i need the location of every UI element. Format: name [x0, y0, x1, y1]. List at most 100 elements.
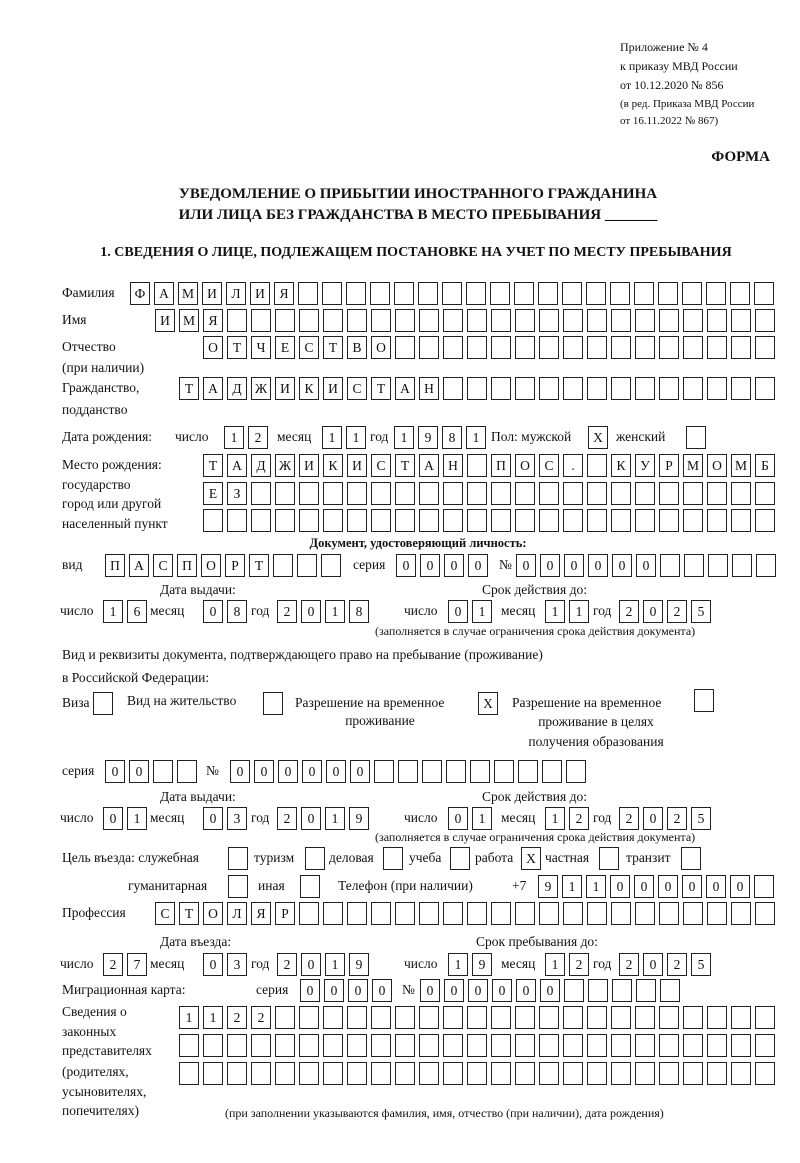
char-box[interactable]: 0: [643, 807, 663, 830]
char-box[interactable]: [299, 1062, 319, 1085]
char-box[interactable]: [299, 1034, 319, 1057]
char-box[interactable]: [611, 902, 631, 925]
char-box[interactable]: [566, 760, 586, 783]
char-box[interactable]: 5: [691, 807, 711, 830]
char-box[interactable]: [660, 979, 680, 1002]
char-box[interactable]: [611, 309, 631, 332]
char-box[interactable]: [588, 979, 608, 1002]
char-box[interactable]: [490, 282, 510, 305]
char-box[interactable]: [563, 482, 583, 505]
char-box[interactable]: Н: [443, 454, 463, 477]
char-box[interactable]: [347, 1006, 367, 1029]
char-box[interactable]: [419, 1006, 439, 1029]
char-box[interactable]: [587, 454, 607, 477]
char-box[interactable]: 1: [472, 600, 492, 623]
char-box[interactable]: [755, 902, 775, 925]
char-box[interactable]: [683, 1034, 703, 1057]
char-box[interactable]: [422, 760, 442, 783]
char-box[interactable]: [203, 509, 223, 532]
char-box[interactable]: 0: [540, 554, 560, 577]
char-box[interactable]: 2: [248, 426, 268, 449]
char-box[interactable]: [515, 1006, 535, 1029]
char-box[interactable]: [539, 1062, 559, 1085]
char-box[interactable]: [443, 1062, 463, 1085]
char-box[interactable]: 0: [301, 600, 321, 623]
char-box[interactable]: 1: [203, 1006, 223, 1029]
char-box[interactable]: И: [202, 282, 222, 305]
char-box[interactable]: А: [129, 554, 149, 577]
char-box[interactable]: 0: [301, 953, 321, 976]
char-box[interactable]: 0: [300, 979, 320, 1002]
char-box[interactable]: У: [635, 454, 655, 477]
char-box[interactable]: А: [203, 377, 223, 400]
char-box[interactable]: [682, 282, 702, 305]
char-box[interactable]: [755, 482, 775, 505]
char-box[interactable]: [179, 1062, 199, 1085]
purpose-tourism-checkbox[interactable]: [305, 847, 325, 870]
char-box[interactable]: [611, 1006, 631, 1029]
char-box[interactable]: О: [201, 554, 221, 577]
char-box[interactable]: 0: [348, 979, 368, 1002]
char-box[interactable]: [635, 482, 655, 505]
char-box[interactable]: [347, 902, 367, 925]
char-box[interactable]: [587, 309, 607, 332]
char-box[interactable]: [611, 1034, 631, 1057]
char-box[interactable]: Ж: [251, 377, 271, 400]
char-box[interactable]: [419, 1034, 439, 1057]
char-box[interactable]: 1: [179, 1006, 199, 1029]
char-box[interactable]: И: [250, 282, 270, 305]
char-box[interactable]: [467, 509, 487, 532]
char-box[interactable]: [251, 482, 271, 505]
char-box[interactable]: [587, 1034, 607, 1057]
char-box[interactable]: 0: [103, 807, 123, 830]
char-box[interactable]: 0: [610, 875, 630, 898]
char-box[interactable]: [587, 377, 607, 400]
purpose-business-checkbox[interactable]: [383, 847, 403, 870]
char-box[interactable]: [599, 847, 619, 870]
char-box[interactable]: [371, 509, 391, 532]
char-box[interactable]: [251, 509, 271, 532]
char-box[interactable]: Д: [227, 377, 247, 400]
char-box[interactable]: Я: [203, 309, 223, 332]
char-box[interactable]: [300, 875, 320, 898]
char-box[interactable]: 7: [127, 953, 147, 976]
char-box[interactable]: 0: [230, 760, 250, 783]
char-box[interactable]: Л: [227, 902, 247, 925]
char-box[interactable]: [347, 309, 367, 332]
char-box[interactable]: [683, 902, 703, 925]
char-box[interactable]: Т: [249, 554, 269, 577]
char-box[interactable]: 1: [127, 807, 147, 830]
char-box[interactable]: [227, 1034, 247, 1057]
char-box[interactable]: 0: [612, 554, 632, 577]
char-box[interactable]: М: [683, 454, 703, 477]
char-box[interactable]: 2: [667, 807, 687, 830]
char-box[interactable]: 0: [326, 760, 346, 783]
purpose-private-checkbox[interactable]: [599, 847, 619, 870]
char-box[interactable]: А: [154, 282, 174, 305]
char-box[interactable]: [659, 336, 679, 359]
sex-female-checkbox[interactable]: [686, 426, 706, 449]
char-box[interactable]: [263, 692, 283, 715]
char-box[interactable]: 0: [372, 979, 392, 1002]
char-box[interactable]: Р: [225, 554, 245, 577]
char-box[interactable]: [275, 1062, 295, 1085]
char-box[interactable]: 0: [468, 979, 488, 1002]
char-box[interactable]: 1: [103, 600, 123, 623]
char-box[interactable]: 1: [224, 426, 244, 449]
char-box[interactable]: 0: [540, 979, 560, 1002]
char-box[interactable]: 8: [227, 600, 247, 623]
char-box[interactable]: С: [539, 454, 559, 477]
char-box[interactable]: [683, 1006, 703, 1029]
char-box[interactable]: [563, 902, 583, 925]
char-box[interactable]: А: [227, 454, 247, 477]
char-box[interactable]: К: [323, 454, 343, 477]
char-box[interactable]: 0: [350, 760, 370, 783]
char-box[interactable]: И: [347, 454, 367, 477]
char-box[interactable]: [470, 760, 490, 783]
char-box[interactable]: [659, 377, 679, 400]
